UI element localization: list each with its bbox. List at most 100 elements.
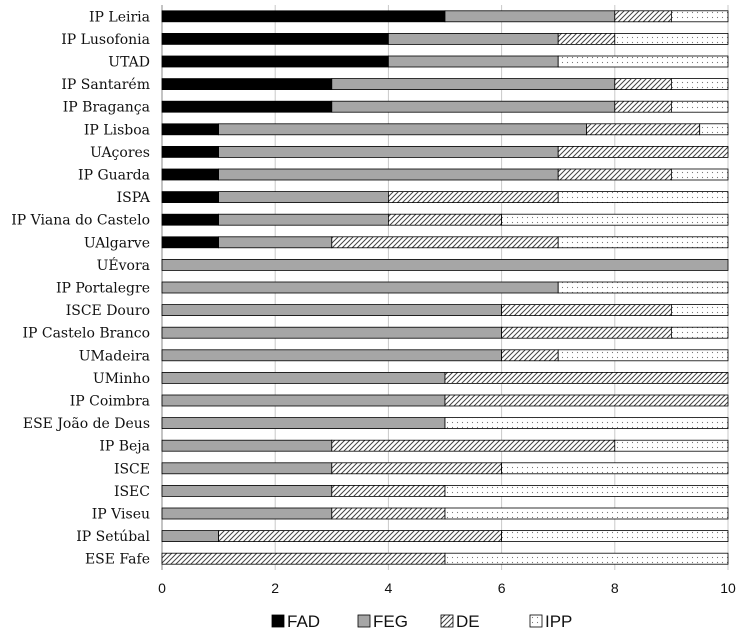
x-tick-label: 6 — [498, 580, 506, 596]
bar-segment-ipp — [557, 55, 729, 68]
bar-segment-ipp — [699, 123, 729, 136]
bar-segment-ipp — [614, 439, 729, 452]
bar-segment-de — [444, 371, 729, 384]
bar-segment-de — [614, 10, 672, 23]
legend: FAD FEG DE IPP — [271, 612, 572, 631]
bar-segment-fad — [161, 145, 219, 158]
bar-segment-ipp — [501, 530, 729, 542]
category-label: ISPA — [117, 190, 151, 206]
category-label: UMadeira — [79, 348, 150, 364]
bar-segment-fad — [161, 10, 446, 23]
bar-segment-de — [501, 304, 672, 317]
bar-segment-feg — [161, 281, 559, 294]
bar-segment-feg — [161, 462, 333, 475]
bar-segment-ipp — [671, 304, 729, 317]
bar-segment-de — [614, 78, 672, 90]
bar-segment-ipp — [444, 552, 729, 565]
bar-segment-feg — [161, 371, 446, 384]
legend-label: FEG — [373, 612, 408, 631]
legend-swatch-feg — [357, 614, 371, 628]
bar-segment-ipp — [671, 78, 729, 90]
category-labels: IP Leiria IP Lusofonia UTAD IP Santarém IP B… — [11, 9, 151, 567]
bar-segment-fad — [161, 236, 219, 249]
category-label: UMinho — [93, 371, 150, 387]
category-label: IP Lisboa — [84, 122, 150, 138]
bar-segment-feg — [161, 326, 503, 339]
bar-segment-feg — [218, 191, 389, 204]
bars — [161, 10, 729, 565]
bar-segment-feg — [161, 258, 729, 271]
x-tick-label: 10 — [720, 580, 736, 596]
bar-segment-feg — [161, 349, 503, 362]
bar-segment-de — [614, 100, 672, 113]
bar-segment-de — [331, 507, 446, 520]
bar-segment-feg — [218, 168, 559, 181]
bar-segment-de — [444, 394, 729, 407]
bar-segment-feg — [331, 78, 616, 90]
category-label: IP Bragança — [63, 100, 150, 116]
bar-segment-fad — [161, 100, 333, 113]
x-tick-label: 8 — [611, 580, 619, 596]
category-label: ISEC — [114, 484, 150, 500]
x-tick-label: 2 — [271, 580, 279, 596]
bar-segment-fad — [161, 78, 333, 90]
category-label: IP Coimbra — [70, 394, 150, 410]
bar-segment-ipp — [614, 33, 729, 45]
bar-segment-ipp — [671, 10, 729, 23]
bar-segment-feg — [218, 236, 333, 249]
bar-segment-de — [161, 552, 446, 565]
category-label: UAlgarve — [84, 235, 150, 251]
legend-label: FAD — [287, 612, 320, 631]
bar-segment-feg — [218, 123, 587, 136]
bar-segment-ipp — [557, 236, 729, 249]
category-label: IP Lusofonia — [61, 32, 150, 48]
bar-segment-de — [586, 123, 701, 136]
bar-segment-feg — [161, 484, 333, 497]
bar-segment-de — [501, 349, 559, 362]
bar-segment-de — [331, 236, 559, 249]
bar-segment-de — [331, 439, 616, 452]
bar-segment-ipp — [501, 213, 729, 226]
x-tick-label: 0 — [158, 580, 166, 596]
category-label: IP Viseu — [92, 507, 150, 523]
bar-segment-de — [387, 191, 559, 204]
bar-segment-ipp — [444, 417, 729, 430]
x-tick-label: 4 — [385, 580, 393, 596]
category-label: ESE Fafe — [85, 552, 150, 568]
legend-swatch-ipp — [529, 614, 543, 628]
bar-segment-de — [557, 33, 616, 45]
legend-swatch-de — [440, 614, 454, 628]
bar-segment-de — [557, 168, 672, 181]
category-label: ISCE Douro — [66, 303, 150, 319]
bar-segment-feg — [161, 439, 333, 452]
category-label: IP Guarda — [78, 168, 150, 184]
bar-segment-ipp — [501, 462, 729, 475]
bar-segment-feg — [161, 530, 219, 542]
bar-segment-feg — [331, 100, 616, 113]
category-label: IP Beja — [99, 439, 150, 455]
bar-segment-ipp — [444, 507, 729, 520]
bar-segment-fad — [161, 55, 389, 68]
bar-segment-de — [501, 326, 672, 339]
legend-label: IPP — [545, 612, 572, 631]
category-label: IP Santarém — [61, 77, 150, 93]
category-label: IP Setúbal — [76, 529, 150, 545]
bar-segment-feg — [444, 10, 616, 23]
bar-segment-fad — [161, 168, 219, 181]
bar-segment-fad — [161, 33, 389, 45]
bar-segment-feg — [218, 145, 559, 158]
bar-segment-de — [331, 484, 446, 497]
bar-segment-feg — [161, 417, 446, 430]
legend-label: DE — [456, 612, 480, 631]
bar-segment-ipp — [671, 100, 729, 113]
category-label: IP Portalegre — [56, 281, 150, 297]
category-label: ESE João de Deus — [23, 416, 150, 432]
bar-segment-feg — [161, 394, 446, 407]
legend-swatch-fad — [271, 614, 285, 628]
category-label: IP Castelo Branco — [22, 326, 150, 342]
bar-segment-feg — [387, 33, 559, 45]
bar-segment-fad — [161, 123, 219, 136]
bar-segment-de — [387, 213, 502, 226]
bar-segment-ipp — [557, 349, 729, 362]
bar-segment-fad — [161, 191, 219, 204]
